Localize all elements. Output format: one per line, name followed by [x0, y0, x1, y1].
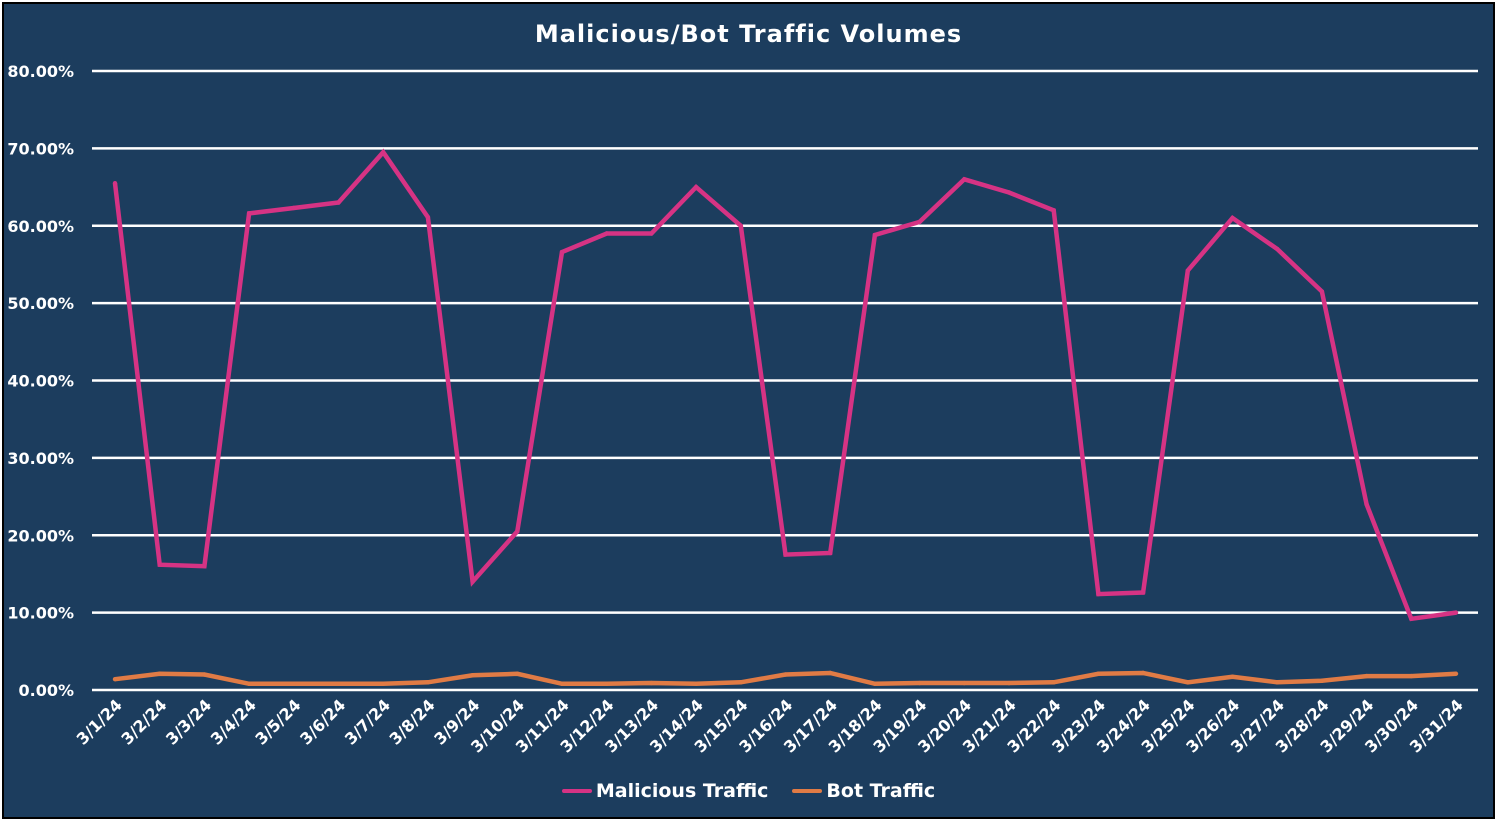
x-tick-label: 3/4/24: [207, 695, 260, 748]
data-point-bot: [515, 671, 520, 676]
data-point-malicious: [1275, 246, 1280, 252]
x-tick-label: 3/7/24: [341, 695, 394, 748]
data-point-bot: [1409, 673, 1414, 679]
data-point-bot: [693, 681, 699, 687]
y-tick-label: 70.00%: [7, 139, 74, 158]
data-point-malicious: [381, 150, 386, 155]
data-point-malicious: [783, 552, 788, 557]
data-point-bot: [1453, 671, 1459, 676]
data-point-bot: [1140, 670, 1146, 676]
y-tick-label: 0.00%: [18, 681, 74, 700]
y-tick-label: 60.00%: [7, 217, 74, 236]
data-point-malicious: [962, 177, 967, 182]
data-point-bot: [962, 680, 967, 686]
data-point-malicious: [246, 211, 252, 216]
x-tick-label: 3/5/24: [251, 695, 304, 748]
x-tick-label: 3/2/24: [117, 695, 170, 748]
data-point-bot: [1230, 674, 1235, 680]
data-point-bot: [202, 672, 207, 677]
data-point-malicious: [515, 529, 520, 534]
data-point-bot: [828, 670, 833, 676]
data-point-bot: [738, 680, 743, 685]
data-point-malicious: [917, 219, 922, 225]
data-point-malicious: [1051, 208, 1056, 213]
data-point-malicious: [1185, 268, 1191, 273]
data-point-malicious: [872, 232, 878, 238]
data-point-bot: [157, 671, 162, 676]
y-tick-label: 20.00%: [7, 526, 74, 545]
data-point-malicious: [157, 562, 162, 567]
legend-swatch-malicious: [561, 789, 592, 793]
data-point-bot: [381, 681, 386, 687]
y-tick-label: 40.00%: [7, 372, 74, 391]
data-point-malicious: [649, 231, 654, 236]
x-tick-label: 3/8/24: [386, 695, 439, 748]
data-point-malicious: [202, 564, 207, 569]
data-point-malicious: [559, 249, 565, 255]
data-point-malicious: [291, 205, 296, 211]
data-point-bot: [872, 681, 878, 687]
data-point-bot: [604, 681, 609, 687]
data-point-malicious: [470, 579, 475, 584]
data-point-bot: [559, 681, 565, 687]
data-point-bot: [649, 680, 654, 686]
data-point-bot: [246, 681, 252, 687]
data-point-malicious: [112, 180, 118, 186]
series-line-malicious-traffic: [112, 148, 1457, 622]
data-point-bot: [1185, 680, 1191, 685]
data-point-bot: [1275, 680, 1280, 685]
data-point-malicious: [1230, 215, 1235, 221]
data-point-malicious: [1409, 616, 1414, 622]
data-point-malicious: [1096, 591, 1101, 597]
legend-label-malicious: Malicious Traffic: [595, 780, 769, 802]
plot-area: 0.00% 10.00% 20.00% 30.00% 40.00% 50.00% 60.00…: [7, 62, 1478, 756]
x-tick-label: 3/6/24: [296, 695, 349, 748]
legend-swatch-bot: [792, 789, 823, 793]
data-point-malicious: [336, 200, 341, 205]
data-point-malicious: [604, 231, 609, 236]
data-point-malicious: [1364, 502, 1369, 507]
data-point-malicious: [828, 550, 833, 556]
legend-label-bot: Bot Traffic: [826, 780, 936, 802]
data-point-bot: [917, 680, 922, 686]
data-point-bot: [1319, 678, 1325, 683]
y-tick-label: 80.00%: [7, 62, 74, 81]
data-point-malicious: [1453, 610, 1459, 615]
data-point-bot: [336, 681, 341, 687]
data-point-bot: [783, 672, 788, 677]
y-tick-label: 50.00%: [7, 294, 74, 313]
data-point-malicious: [1140, 590, 1146, 595]
chart-title: Malicious/Bot Traffic Volumes: [534, 20, 963, 48]
legend-item-bot: Bot Traffic: [792, 780, 935, 802]
data-point-bot: [470, 673, 475, 678]
data-point-bot: [291, 681, 296, 687]
y-tick-label: 30.00%: [7, 449, 74, 468]
data-point-malicious: [425, 215, 431, 220]
data-point-bot: [1006, 680, 1012, 686]
data-point-malicious: [1006, 190, 1012, 195]
data-point-malicious: [1319, 289, 1325, 294]
data-point-bot: [1096, 671, 1101, 676]
y-tick-label: 10.00%: [7, 604, 74, 623]
data-point-bot: [425, 680, 431, 685]
data-point-malicious: [693, 184, 699, 190]
data-point-bot: [1364, 673, 1369, 679]
data-point-bot: [1051, 680, 1056, 685]
x-tick-label: 3/1/24: [73, 695, 126, 748]
data-point-malicious: [738, 223, 743, 228]
x-tick-label: 3/3/24: [162, 695, 215, 748]
legend-item-malicious: Malicious Traffic: [561, 780, 769, 802]
legend: Malicious Traffic Bot Traffic: [4, 780, 1493, 802]
data-point-bot: [112, 676, 118, 682]
